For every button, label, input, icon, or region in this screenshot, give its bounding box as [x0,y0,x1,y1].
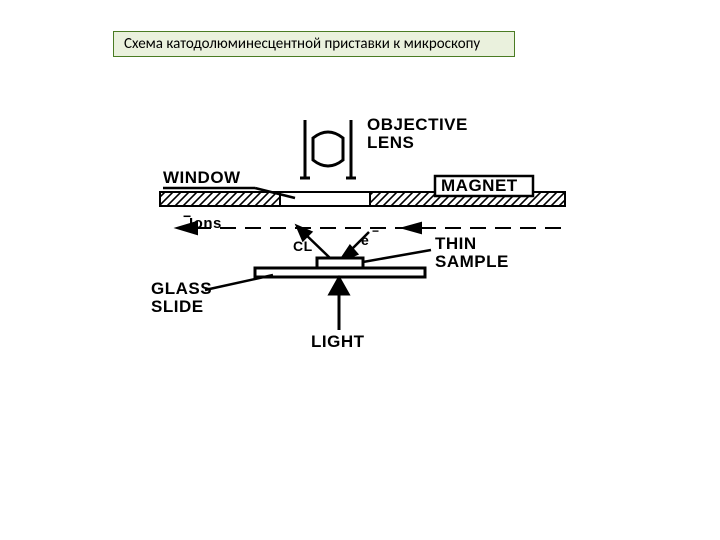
label-magnet: MAGNET [441,176,518,196]
thin-sample-pointer [363,250,431,262]
objective-lens [300,120,356,178]
sample-assembly [255,258,425,277]
title-box: Схема катодолюминесцентной приставки к м… [113,31,515,57]
svg-text:−: − [372,224,379,238]
label-ions: Ions [189,215,222,232]
label-cl: CL [293,238,313,254]
label-thin-sample: THINSAMPLE [435,235,509,271]
label-objective-lens: OBJECTIVELENS [367,116,468,152]
label-window: WINDOW [163,168,241,188]
label-light: LIGHT [311,332,365,352]
label-e: e [361,232,369,248]
title-text: Схема катодолюминесцентной приставки к м… [124,35,480,53]
diagram-stage: − − [145,120,575,370]
light-arrow [330,278,348,330]
ion-beam [177,222,563,234]
label-glass-slide: GLASSSLIDE [151,280,212,316]
glass-slide-pointer [205,275,273,290]
